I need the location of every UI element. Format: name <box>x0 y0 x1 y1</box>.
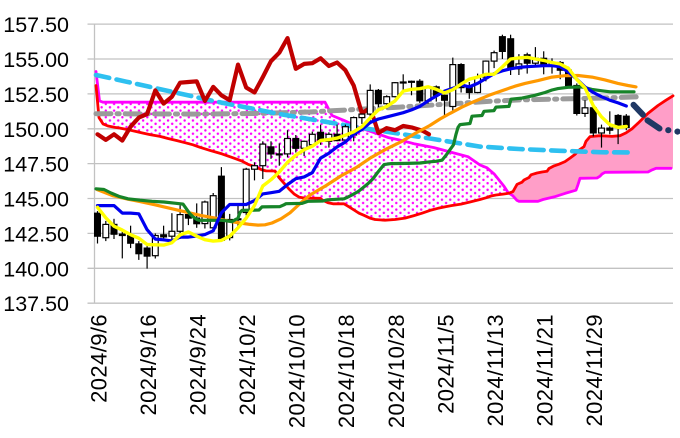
svg-text:2024/11/29: 2024/11/29 <box>582 314 607 426</box>
svg-text:147.50: 147.50 <box>3 153 69 177</box>
svg-text:142.50: 142.50 <box>3 222 69 246</box>
svg-text:2024/10/10: 2024/10/10 <box>285 314 310 428</box>
svg-text:152.50: 152.50 <box>3 83 69 107</box>
svg-text:157.50: 157.50 <box>3 13 69 37</box>
svg-text:140.00: 140.00 <box>3 257 69 281</box>
svg-text:2024/9/6: 2024/9/6 <box>86 314 111 403</box>
svg-text:2024/9/24: 2024/9/24 <box>186 314 211 415</box>
svg-text:2024/9/16: 2024/9/16 <box>136 314 161 415</box>
svg-text:2024/11/5: 2024/11/5 <box>433 314 458 414</box>
svg-text:2024/10/28: 2024/10/28 <box>384 314 409 428</box>
svg-text:150.00: 150.00 <box>3 118 69 142</box>
svg-text:2024/11/13: 2024/11/13 <box>483 314 508 426</box>
svg-text:145.00: 145.00 <box>3 188 69 212</box>
svg-text:2024/10/18: 2024/10/18 <box>334 314 359 428</box>
svg-text:155.00: 155.00 <box>3 48 69 72</box>
svg-text:2024/11/21: 2024/11/21 <box>533 314 558 426</box>
svg-text:137.50: 137.50 <box>3 292 69 316</box>
svg-text:2024/10/2: 2024/10/2 <box>235 314 260 415</box>
